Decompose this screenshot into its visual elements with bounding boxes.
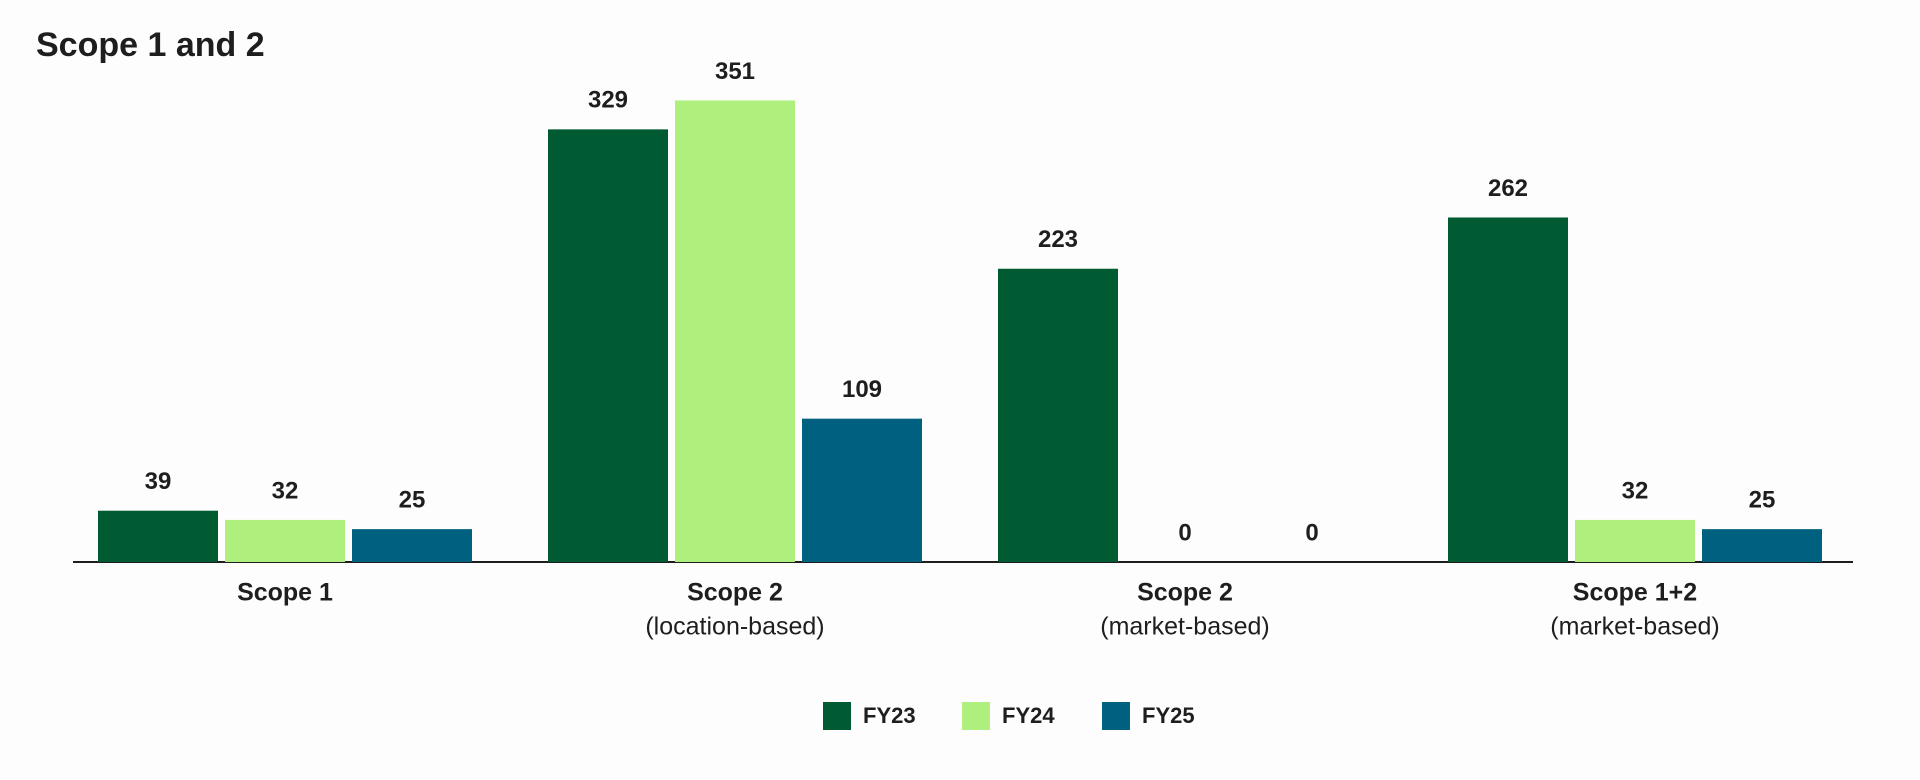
bar [1575,519,1695,562]
value-label: 32 [272,477,299,504]
value-label: 223 [1038,226,1078,253]
bar [98,510,218,562]
bar [802,418,922,562]
value-label: 329 [588,87,628,114]
x-tick-label: Scope 2 [687,579,783,607]
value-label: 39 [145,468,172,495]
legend-swatch [823,702,851,730]
bar [675,100,795,562]
x-tick-label: Scope 1 [237,579,333,607]
bar [225,519,345,562]
value-label: 0 [1305,519,1318,546]
value-label: 32 [1622,477,1649,504]
value-label: 25 [399,486,426,513]
legend-label: FY24 [1002,703,1055,728]
x-tick-label: Scope 1+2 [1573,579,1697,607]
value-label: 262 [1488,175,1528,202]
value-label: 109 [842,376,882,403]
x-tick-label: Scope 2 [1137,579,1233,607]
legend-label: FY25 [1142,703,1195,728]
legend-swatch [1102,702,1130,730]
value-label: 0 [1178,519,1191,546]
bar [1702,529,1822,562]
bar [1448,217,1568,562]
legend-swatch [962,702,990,730]
bar [998,268,1118,562]
bar [352,529,472,562]
x-tick-note: (location-based) [645,613,824,641]
x-tick-note: (market-based) [1100,613,1270,641]
chart-title: Scope 1 and 2 [36,26,265,64]
x-tick-note: (market-based) [1550,613,1720,641]
value-label: 351 [715,58,755,85]
bar [548,129,668,563]
value-label: 25 [1749,486,1776,513]
legend-label: FY23 [863,703,916,728]
